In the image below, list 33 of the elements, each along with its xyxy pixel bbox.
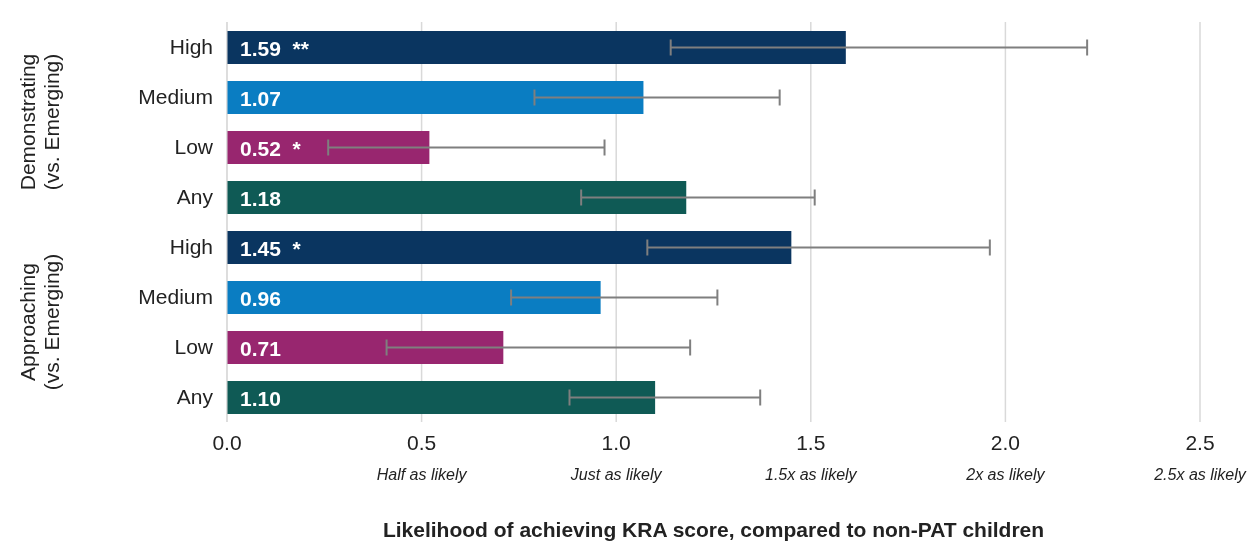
y-tick-label: Low xyxy=(174,135,214,158)
y-tick-label: Any xyxy=(176,385,214,408)
bar xyxy=(227,81,644,114)
text: Approaching (vs. Emerging) xyxy=(16,253,64,391)
bar xyxy=(227,181,687,214)
data-label: 1.18 xyxy=(240,186,282,210)
bar xyxy=(227,231,792,264)
bar xyxy=(227,131,430,164)
x-axis-title: Likelihood of achieving KRA score, compared to non-PAT children xyxy=(382,518,1045,541)
x-tick-label: 0.0 xyxy=(212,431,242,454)
x-tick-label: 1.0 Just as likely xyxy=(569,431,663,483)
y-tick-label: Any xyxy=(176,185,214,208)
y-tick-label: High xyxy=(169,35,213,58)
bar xyxy=(227,381,656,414)
data-label: 0.96 xyxy=(240,286,281,310)
x-tick-label: 1.5 1.5x as likely xyxy=(765,431,858,483)
data-label: 1.07 xyxy=(240,86,281,110)
x-tick-label: 2.5 2.5x as likely xyxy=(1153,431,1247,483)
data-label: 1.59 ** xyxy=(240,36,310,60)
y-tick-label: Medium xyxy=(138,285,213,308)
bar xyxy=(227,281,601,314)
y-tick-label: High xyxy=(169,235,213,258)
y-tick-label: Medium xyxy=(138,85,213,108)
bar xyxy=(227,331,504,364)
data-label: 1.10 xyxy=(240,386,281,410)
text: Demonstrating (vs. Emerging) xyxy=(16,53,64,191)
bar xyxy=(227,31,846,64)
x-tick-label: 0.5 Half as likely xyxy=(376,431,468,483)
y-tick-label: Low xyxy=(174,335,214,358)
data-label: 0.71 xyxy=(240,336,282,360)
data-label: 0.52 * xyxy=(240,136,302,160)
data-label: 1.45 * xyxy=(240,236,302,260)
x-tick-label: 2.0 2x as likely xyxy=(965,431,1046,483)
